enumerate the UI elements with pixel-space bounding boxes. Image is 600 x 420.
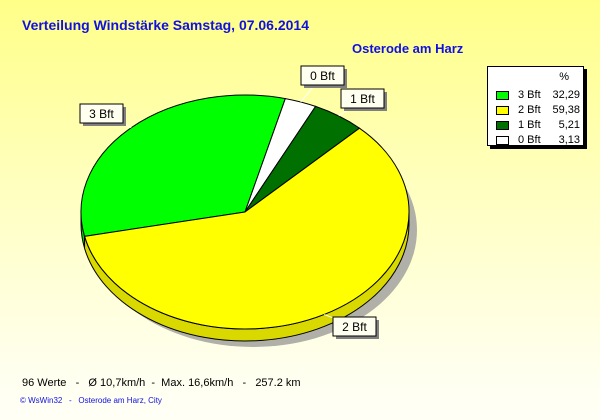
chart-subtitle: Osterode am Harz (352, 41, 464, 56)
legend-value: 32,29 (552, 89, 580, 101)
legend-value: 59,38 (552, 104, 580, 116)
legend-label: 3 Bft (518, 89, 541, 101)
legend-header: % (559, 71, 569, 83)
legend-swatch (496, 91, 509, 100)
slice-label-box (79, 103, 124, 124)
legend-swatch (496, 136, 509, 145)
slice-label-box (332, 316, 377, 337)
slice-label-box (340, 88, 385, 109)
legend-swatch (496, 121, 509, 130)
legend: % 3 Bft 32,29 2 Bft 59,38 1 Bft 5,21 0 Bft 3,13 (487, 66, 584, 146)
legend-item: 1 Bft 5,21 (496, 119, 580, 132)
slice-label: 2 Bft (342, 320, 367, 334)
legend-item: 0 Bft 3,13 (496, 134, 580, 147)
legend-item: 3 Bft 32,29 (496, 89, 580, 102)
chart-title: Verteilung Windstärke Samstag, 07.06.201… (22, 17, 310, 33)
legend-value: 3,13 (558, 134, 580, 146)
pie-slice-2-bft (83, 127, 410, 330)
legend-label: 1 Bft (518, 119, 541, 131)
legend-item: 2 Bft 59,38 (496, 104, 580, 117)
credit-line: © WsWin32 - Osterode am Harz, City (20, 396, 162, 405)
stats-line: 96 Werte - Ø 10,7km/h - Max. 16,6km/h - … (22, 377, 301, 389)
legend-value: 5,21 (558, 119, 580, 131)
slice-label: 3 Bft (89, 107, 114, 121)
legend-label: 0 Bft (518, 134, 541, 146)
slice-label: 0 Bft (310, 69, 335, 83)
slice-label-box (300, 65, 345, 86)
slice-label: 1 Bft (350, 92, 375, 106)
legend-label: 2 Bft (518, 104, 541, 116)
legend-swatch (496, 106, 509, 115)
